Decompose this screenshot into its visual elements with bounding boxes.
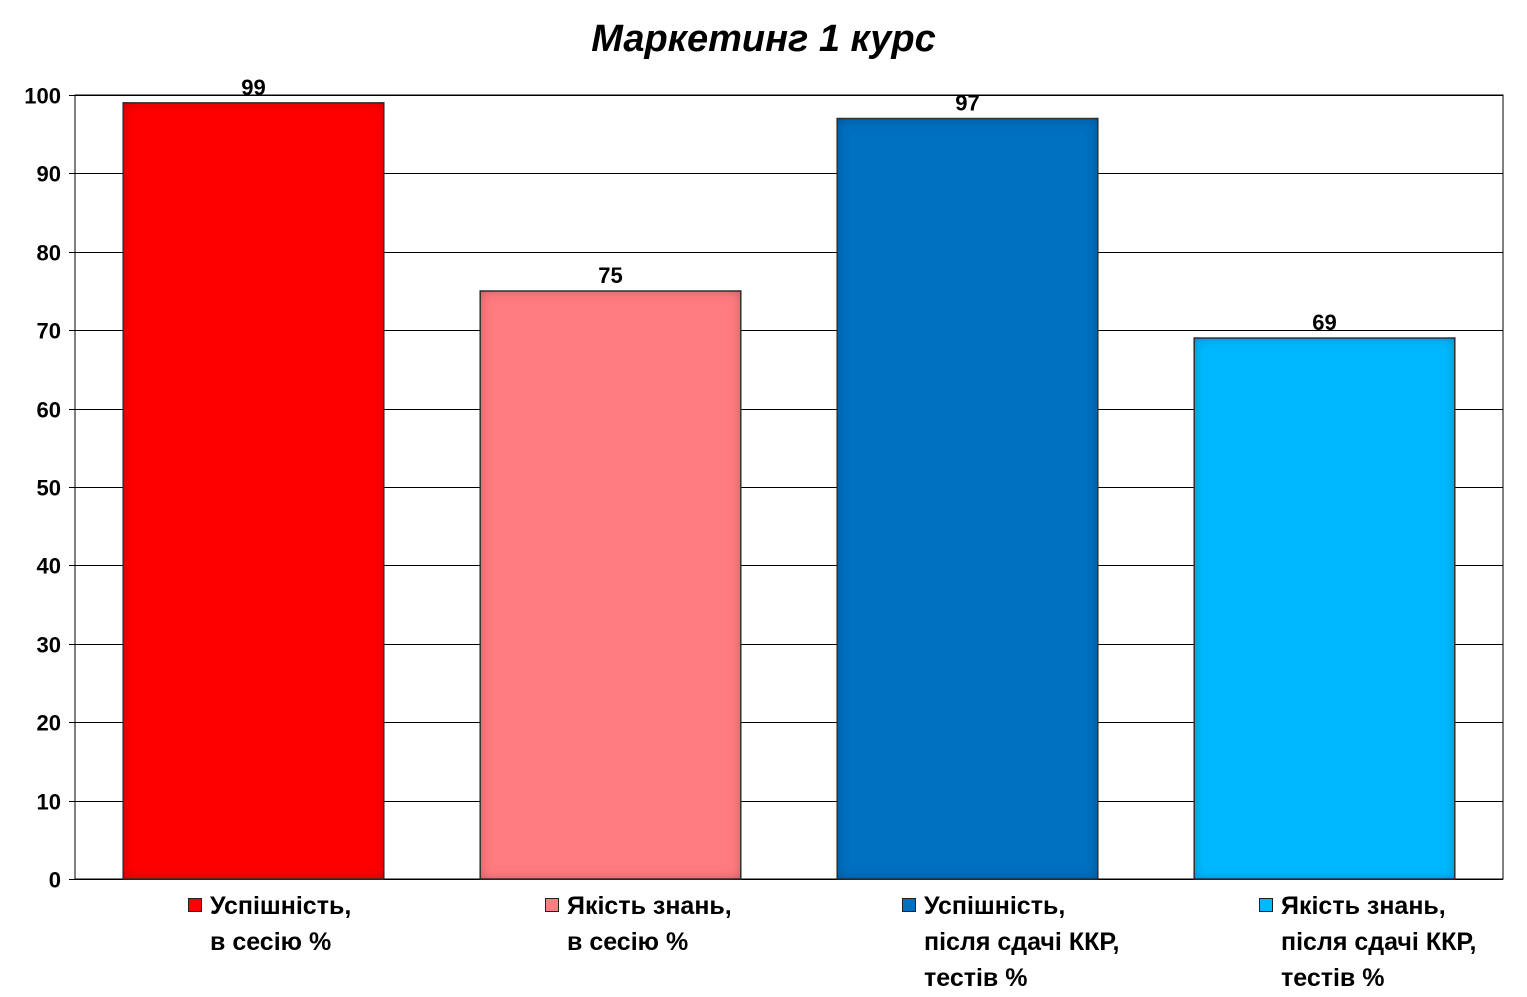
y-tick-label: 50 [37, 476, 61, 501]
bar [836, 117, 1099, 880]
legend-label: Якість знань, після сдачі ККР, тестів % [1281, 892, 1477, 992]
y-axis: 0 10 20 30 40 50 60 70 80 90 100 [24, 84, 75, 893]
data-label: 99 [241, 75, 265, 100]
y-tick-label: 90 [37, 162, 61, 187]
y-tick-label: 100 [24, 84, 61, 109]
chart-title: Маркетинг 1 курс [591, 18, 936, 60]
legend-item: Успішність, в сесію % [188, 888, 351, 960]
y-tick-label: 30 [37, 633, 61, 658]
y-tick-label: 0 [49, 868, 61, 893]
bars [122, 102, 1456, 880]
legend-item: Якість знань, після сдачі ККР, тестів % [1259, 888, 1477, 996]
legend-item: Успішність, після сдачі ККР, тестів % [902, 888, 1120, 996]
bar [479, 290, 742, 880]
data-label: 69 [1312, 310, 1336, 335]
legend-label: Успішність, після сдачі ККР, тестів % [924, 892, 1120, 992]
y-tick-label: 40 [37, 554, 61, 579]
y-tick-label: 20 [37, 711, 61, 736]
legend-label: Успішність, в сесію % [210, 892, 352, 956]
data-label: 75 [598, 263, 622, 288]
y-tick-label: 10 [37, 790, 61, 815]
bar [122, 102, 385, 880]
legend-swatch [188, 898, 202, 912]
bar [1193, 337, 1456, 880]
data-label: 97 [955, 91, 979, 116]
legend-item: Якість знань, в сесію % [545, 888, 732, 960]
y-tick-label: 60 [37, 398, 61, 423]
legend-swatch [902, 898, 916, 912]
legend-swatch [545, 898, 559, 912]
legend-swatch [1259, 898, 1273, 912]
data-labels: 99 75 97 69 [241, 75, 1336, 335]
legend-label: Якість знань, в сесію % [567, 892, 732, 956]
y-tick-label: 70 [37, 319, 61, 344]
y-tick-label: 80 [37, 241, 61, 266]
